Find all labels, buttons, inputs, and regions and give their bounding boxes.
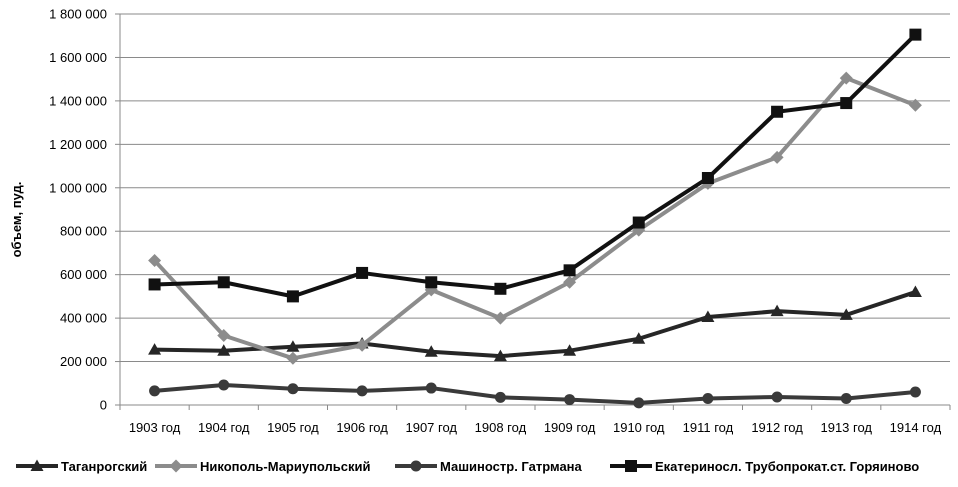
data-point: [701, 310, 715, 323]
legend-item: Машиностр. Гатрмана: [395, 459, 583, 474]
x-tick-label: 1905 год: [267, 420, 319, 435]
y-tick-label: 800 000: [60, 224, 107, 239]
y-axis-ticks: 0 200 000 400 000 600 000 800 000 1 000 000 1 …: [49, 7, 120, 413]
data-point: [424, 345, 438, 357]
series-4: [148, 28, 922, 303]
data-point: [771, 105, 784, 118]
y-tick-label: 1 600 000: [49, 50, 107, 65]
legend-swatch-marker: [625, 460, 637, 472]
y-tick-label: 200 000: [60, 354, 107, 369]
data-point: [493, 311, 507, 325]
legend-item: Екатериносл. Трубопрокат.ст. Горяиново: [610, 459, 919, 474]
data-point: [217, 328, 231, 342]
series-3: [149, 379, 921, 409]
data-point: [563, 264, 576, 277]
data-point: [217, 344, 231, 356]
x-tick-label: 1914 год: [890, 420, 942, 435]
y-tick-label: 600 000: [60, 267, 107, 282]
data-point: [493, 349, 507, 362]
data-point: [355, 338, 369, 352]
data-point: [633, 397, 645, 409]
data-point: [425, 276, 438, 289]
data-point: [632, 216, 645, 229]
data-point: [148, 278, 161, 291]
data-point: [701, 172, 714, 185]
series-line: [154, 33, 917, 299]
x-tick-label: 1910 год: [613, 420, 665, 435]
x-tick-label: 1909 год: [544, 420, 596, 435]
x-tick-label: 1906 год: [336, 420, 388, 435]
series-1: [148, 285, 922, 362]
series-line: [153, 76, 917, 361]
data-point: [494, 282, 507, 295]
data-point: [840, 97, 853, 110]
data-point: [286, 351, 300, 365]
legend-item: Никополь-Мариупольский: [155, 459, 371, 474]
y-tick-label: 0: [100, 398, 107, 413]
data-point: [356, 266, 369, 279]
data-point: [563, 275, 577, 289]
data-point: [148, 343, 162, 355]
data-point: [148, 254, 162, 268]
data-point: [425, 382, 437, 394]
legend-label: Никополь-Мариупольский: [200, 459, 371, 474]
gridlines: [119, 13, 950, 406]
data-point: [564, 394, 576, 406]
y-tick-label: 1 200 000: [49, 137, 107, 152]
legend-swatch-marker: [30, 459, 44, 471]
legend: Таганрогский Никополь-Мариупольский Машино…: [16, 459, 919, 474]
data-point: [908, 98, 922, 112]
data-point: [632, 332, 646, 344]
x-tick-label: 1912 год: [751, 420, 803, 435]
x-tick-label: 1913 год: [820, 420, 872, 435]
y-tick-label: 1 400 000: [49, 93, 107, 108]
series-line: [154, 290, 917, 359]
legend-label: Таганрогский: [61, 459, 147, 474]
legend-item: Таганрогский: [16, 459, 147, 474]
x-axis-ticks: 1903 год 1904 год 1905 год 1906 год 1907 год…: [119, 405, 951, 435]
y-axis-label: объем, пуд.: [9, 182, 24, 258]
data-point: [149, 385, 161, 397]
data-point: [356, 385, 368, 397]
data-point: [839, 308, 853, 320]
x-tick-label: 1907 год: [405, 420, 457, 435]
data-point: [908, 285, 922, 298]
data-point: [287, 383, 299, 395]
data-point: [840, 392, 852, 404]
series-line: [154, 383, 916, 405]
data-point: [286, 340, 300, 352]
y-tick-label: 400 000: [60, 311, 107, 326]
data-point: [909, 386, 921, 398]
data-point: [839, 71, 853, 85]
x-tick-label: 1903 год: [129, 420, 181, 435]
data-point: [563, 344, 577, 356]
data-point: [702, 392, 714, 404]
data-point: [286, 290, 299, 303]
data-point: [909, 28, 922, 41]
data-point: [770, 304, 784, 317]
data-point: [494, 391, 506, 403]
legend-label: Машиностр. Гатрмана: [440, 459, 583, 474]
x-tick-label: 1904 год: [198, 420, 250, 435]
x-tick-label: 1908 год: [475, 420, 527, 435]
legend-swatch-marker: [169, 459, 183, 473]
y-tick-label: 1 800 000: [49, 7, 107, 22]
data-point: [217, 276, 230, 289]
y-tick-label: 1 000 000: [49, 180, 107, 195]
data-point: [771, 391, 783, 403]
legend-swatch-marker: [410, 460, 422, 472]
legend-label: Екатериносл. Трубопрокат.ст. Горяиново: [655, 459, 919, 474]
series-2: [148, 71, 922, 365]
x-tick-label: 1911 год: [683, 420, 734, 435]
data-point: [770, 150, 784, 164]
series-group: [148, 28, 922, 409]
data-point: [218, 379, 230, 391]
